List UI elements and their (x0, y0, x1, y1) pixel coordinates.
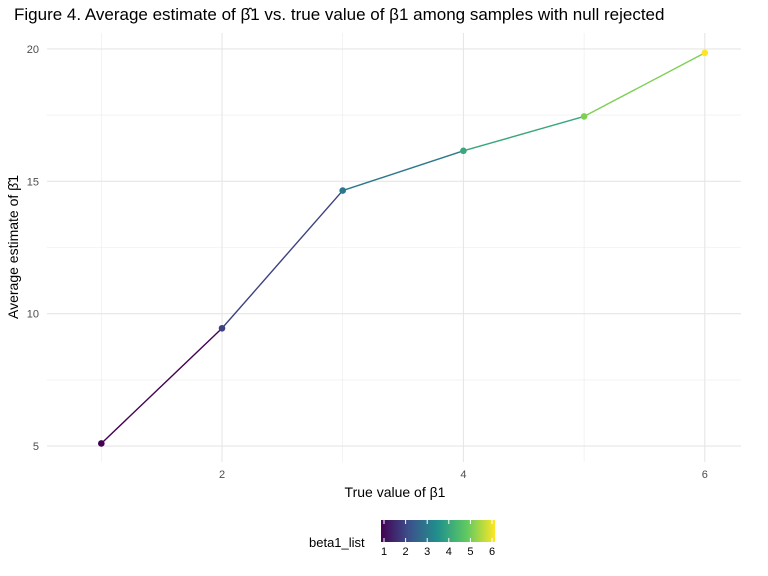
series-lines (100, 52, 706, 444)
y-axis-title: Average estimate of β̂1 (5, 175, 21, 319)
legend-colorbar (381, 520, 495, 542)
legend-tick-label: 2 (403, 546, 409, 558)
x-axis-title: True value of β1 (345, 484, 446, 500)
x-tick-label: 4 (460, 469, 466, 481)
y-tick-label: 15 (27, 176, 39, 188)
data-point (701, 49, 709, 57)
y-tick-label: 20 (27, 44, 39, 56)
x-tick-label: 6 (702, 469, 708, 481)
series-points (98, 49, 709, 447)
legend-title: beta1_list (309, 535, 365, 550)
series-line-segment (463, 115, 585, 152)
series-line-segment (342, 150, 464, 192)
legend-ticks: 1 2 3 4 5 6 (381, 520, 495, 558)
data-point (339, 187, 347, 194)
y-tick-label: 5 (33, 441, 39, 453)
x-tick-labels: 2 4 6 (219, 469, 708, 481)
chart-title: Figure 4. Average estimate of β̂1 vs. tr… (14, 5, 664, 24)
series-line-segment (583, 52, 706, 118)
grid-major (47, 33, 741, 462)
series-line-segment (221, 190, 344, 329)
data-point (218, 324, 226, 332)
y-tick-label: 10 (27, 309, 39, 321)
series-line-segment (100, 327, 223, 444)
y-tick-labels: 5 10 15 20 (27, 44, 39, 453)
legend-tick-label: 1 (381, 546, 387, 558)
legend-tick-label: 4 (446, 546, 452, 558)
x-tick-label: 2 (219, 469, 225, 481)
legend-tick-label: 6 (489, 546, 495, 558)
grid-minor (47, 33, 741, 462)
legend-tick-label: 5 (467, 546, 473, 558)
legend: beta1_list 1 2 3 4 5 6 (309, 520, 495, 558)
data-point (580, 113, 588, 120)
legend-tick-label: 3 (424, 546, 430, 558)
data-point (98, 440, 105, 447)
data-point (460, 147, 467, 155)
